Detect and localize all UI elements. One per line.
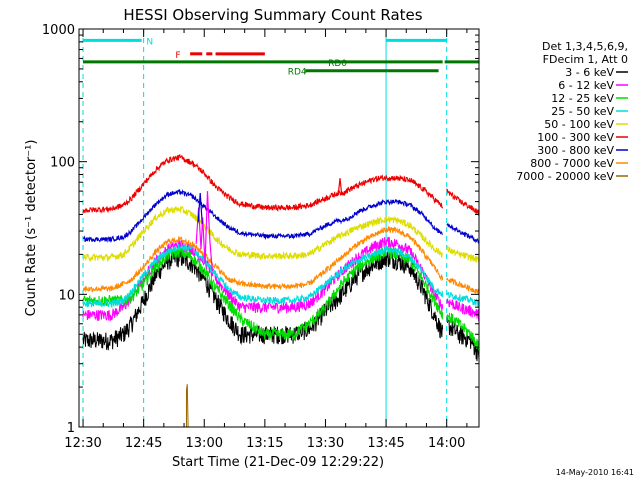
x-tick-label-6: 14:00 — [428, 436, 465, 451]
series-7-segment-0 — [82, 225, 444, 293]
legend-label-3: 25 - 50 keV — [551, 105, 614, 118]
legend-label-2: 12 - 25 keV — [551, 92, 614, 105]
series-8-segment-0 — [185, 384, 189, 428]
spike-1 — [197, 193, 203, 224]
legend-label-0: 3 - 6 keV — [565, 66, 614, 79]
legend-label-1: 6 - 12 keV — [558, 79, 614, 92]
series-4-segment-1 — [446, 244, 480, 263]
x-tick-label-4: 13:30 — [307, 436, 344, 451]
plot-area: N F RD0 RD4 — [82, 29, 480, 428]
y-tick-label-0: 1 — [67, 421, 75, 436]
y-tick-label-1: 10 — [58, 288, 75, 303]
legend-header-0: Det 1,3,4,5,6,9, — [542, 40, 628, 53]
status-label-0: N — [146, 37, 153, 47]
series-0-segment-0 — [82, 249, 444, 351]
series-6-segment-1 — [446, 222, 480, 244]
legend-header-1: FDecim 1, Att 0 — [543, 53, 628, 66]
date-stamp: 14-May-2010 16:41 — [556, 468, 634, 477]
legend: Det 1,3,4,5,6,9,FDecim 1, Att 03 - 6 keV… — [516, 40, 628, 183]
chart-title: HESSI Observing Summary Count Rates — [123, 6, 422, 24]
status-label-2: RD0 — [328, 59, 347, 69]
status-label-3: RD4 — [288, 68, 307, 78]
y-tick-label-3: 1000 — [42, 23, 75, 38]
x-axis-label: Start Time (21-Dec-09 12:29:22) — [172, 455, 384, 470]
status-label-1: F — [175, 51, 180, 61]
series-4-segment-0 — [82, 205, 444, 263]
series-6-segment-0 — [82, 188, 443, 243]
plot-frame — [78, 28, 480, 428]
x-axis: 12:30 12:45 13:00 13:15 13:30 13:45 14:00 — [64, 29, 468, 451]
series-3-segment-1 — [446, 291, 480, 307]
series-3-segment-0 — [82, 243, 444, 309]
legend-label-6: 300 - 800 keV — [537, 144, 614, 157]
series-2-segment-1 — [446, 312, 480, 352]
x-tick-label-1: 12:45 — [125, 436, 162, 451]
x-tick-label-5: 13:45 — [367, 436, 404, 451]
y-axis-label: Count Rate (s⁻¹ detector⁻¹) — [24, 140, 39, 317]
spike-2 — [337, 178, 343, 195]
series-1-segment-1 — [446, 298, 480, 321]
legend-label-5: 100 - 300 keV — [537, 131, 614, 144]
x-tick-label-0: 12:30 — [64, 436, 101, 451]
x-tick-label-2: 13:00 — [186, 436, 223, 451]
series-5-segment-0 — [82, 153, 444, 214]
legend-label-7: 800 - 7000 keV — [530, 157, 614, 170]
legend-label-4: 50 - 100 keV — [544, 118, 614, 131]
y-tick-label-2: 100 — [50, 156, 75, 171]
y-axis: 1 10 100 1000 — [42, 23, 479, 436]
x-tick-label-3: 13:15 — [246, 436, 283, 451]
series-5-segment-1 — [446, 188, 480, 216]
series-7-segment-1 — [446, 277, 480, 294]
series-0-segment-1 — [446, 315, 480, 362]
legend-label-8: 7000 - 20000 keV — [516, 170, 614, 183]
